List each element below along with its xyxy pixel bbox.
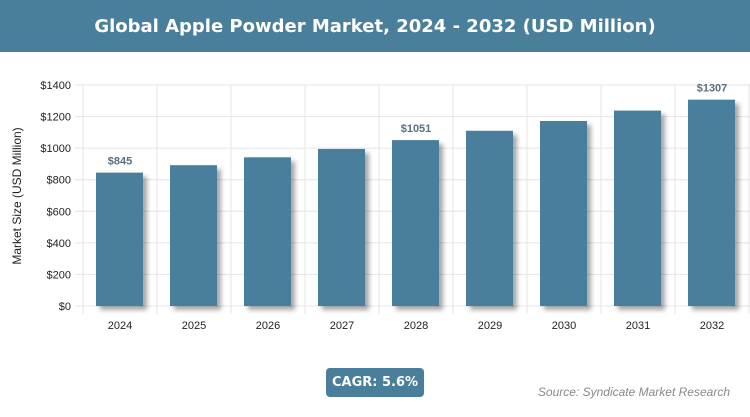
bar (244, 157, 291, 306)
bar (614, 110, 661, 306)
y-tick-label: $1400 (40, 80, 71, 92)
bar (170, 165, 217, 306)
x-tick-label: 2025 (182, 320, 206, 332)
y-tick-label: $400 (47, 238, 71, 250)
bar-chart: Market Size (USD Million) $0 $200 $400 $600… (10, 80, 750, 332)
x-tick-label: 2026 (256, 320, 280, 332)
x-tick-label: 2027 (330, 320, 354, 332)
y-tick-label: $0 (59, 301, 71, 313)
chart-title: Global Apple Powder Market, 2024 - 2032 … (0, 0, 750, 52)
y-tick-label: $1200 (40, 112, 71, 124)
data-label: $845 (108, 156, 132, 168)
x-tick-label: 2030 (552, 320, 576, 332)
bar (96, 172, 143, 306)
cagr-badge: CAGR: 5.6% (326, 368, 424, 397)
data-label: $1307 (697, 83, 728, 95)
y-axis-label: Market Size (USD Million) (10, 127, 24, 264)
y-tick-label: $600 (47, 206, 71, 218)
bar (466, 130, 513, 306)
bar (688, 99, 735, 306)
x-tick-label: 2031 (626, 320, 650, 332)
x-tick-label: 2029 (478, 320, 502, 332)
bar (318, 148, 365, 306)
data-label: $1051 (401, 123, 432, 135)
y-tick-label: $1000 (40, 143, 71, 155)
y-tick-label: $200 (47, 269, 71, 281)
x-tick-label: 2028 (404, 320, 428, 332)
source-text: Source: Syndicate Market Research (537, 385, 730, 399)
x-tick-label: 2024 (108, 320, 132, 332)
bar (392, 140, 439, 306)
x-tick-label: 2032 (700, 320, 724, 332)
y-tick-label: $800 (47, 175, 71, 187)
bar (540, 120, 587, 307)
